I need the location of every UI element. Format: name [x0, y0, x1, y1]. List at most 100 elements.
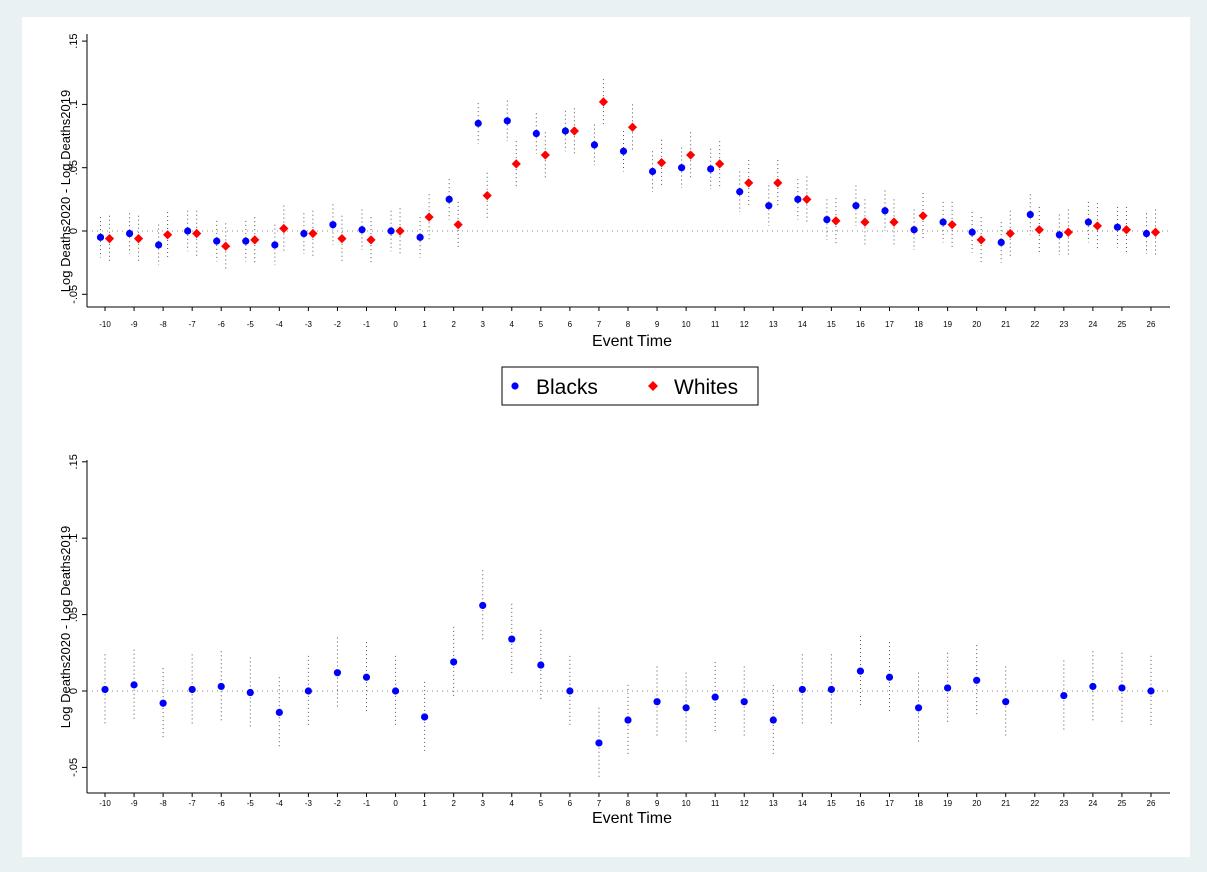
data-point-blacks-top: [358, 226, 366, 234]
x-tick-label-top: 24: [1088, 320, 1097, 329]
x-axis-title-top: Event Time: [592, 333, 672, 350]
x-tick-label-top: 7: [597, 320, 602, 329]
panel-bottom: Log Deaths2020 - Log Deaths2019 Event Ti…: [58, 454, 1170, 827]
x-tick-label-bottom: -3: [305, 799, 313, 808]
x-tick-label-bottom: 24: [1088, 799, 1097, 808]
x-tick-label-bottom: -7: [189, 799, 197, 808]
data-point-blacks-bottom: [188, 685, 196, 694]
x-tick-label-top: 9: [655, 320, 660, 329]
data-point-whites-top: [424, 212, 434, 222]
data-point-blacks-bottom: [246, 688, 254, 697]
x-tick-label-bottom: 14: [798, 799, 807, 808]
data-point-blacks-bottom: [711, 693, 719, 701]
data-point-blacks-top: [213, 237, 221, 245]
x-tick-label-top: -2: [334, 320, 342, 329]
x-tick-label-bottom: 3: [480, 799, 485, 808]
x-tick-label-top: 15: [827, 320, 836, 329]
x-tick-label-bottom: 9: [655, 799, 660, 808]
x-tick-label-bottom: -1: [363, 799, 371, 808]
data-point-whites-top: [163, 230, 173, 240]
x-axis-title-bottom: Event Time: [592, 810, 672, 827]
data-point-whites-top: [1092, 221, 1102, 231]
data-point-whites-top: [482, 190, 492, 201]
data-point-blacks-bottom: [624, 716, 632, 724]
data-point-whites-top: [715, 159, 725, 169]
data-point-blacks-bottom: [130, 681, 138, 689]
data-point-blacks-top: [271, 241, 279, 249]
data-point-blacks-bottom: [159, 699, 167, 707]
data-point-blacks-bottom: [885, 673, 894, 681]
x-tick-label-top: 2: [451, 320, 456, 329]
x-tick-label-bottom: 4: [510, 799, 515, 808]
data-point-blacks-top: [184, 227, 192, 235]
x-tick-label-top: -3: [305, 320, 313, 329]
x-tick-label-top: 0: [393, 320, 398, 329]
x-tick-label-bottom: 17: [885, 799, 894, 808]
x-tick-label-top: 16: [856, 320, 865, 329]
x-tick-label-bottom: 13: [769, 799, 778, 808]
x-tick-label-top: 6: [568, 320, 573, 329]
data-point-blacks-bottom: [1002, 698, 1010, 706]
data-point-whites-top: [1005, 228, 1015, 239]
x-tick-label-bottom: 6: [568, 799, 573, 808]
data-point-whites-top: [656, 158, 667, 168]
data-point-blacks-bottom: [653, 698, 661, 706]
data-point-blacks-bottom: [1147, 687, 1155, 695]
x-tick-label-bottom: -5: [247, 799, 255, 808]
x-tick-label-bottom: 20: [972, 799, 981, 808]
x-tick-label-top: 20: [972, 320, 981, 329]
data-point-whites-top: [1063, 227, 1073, 237]
data-point-blacks-bottom: [1060, 691, 1068, 700]
x-tick-label-bottom: 16: [856, 799, 865, 808]
x-tick-label-bottom: -9: [130, 799, 138, 808]
x-tick-label-top: -6: [218, 320, 226, 329]
y-tick-label-bottom: -.05: [68, 758, 80, 777]
x-tick-label-top: 17: [885, 320, 894, 329]
data-point-whites-top: [744, 178, 754, 188]
data-point-whites-top: [308, 228, 318, 239]
x-tick-label-top: 8: [626, 320, 631, 329]
x-tick-label-bottom: 7: [597, 799, 602, 808]
data-point-blacks-top: [794, 195, 802, 203]
data-point-blacks-top: [416, 233, 424, 241]
x-tick-label-top: 23: [1059, 320, 1068, 329]
data-point-blacks-top: [561, 127, 569, 135]
y-tick-label-bottom: .1: [68, 534, 80, 543]
x-tick-label-top: 25: [1117, 320, 1126, 329]
data-point-whites-top: [366, 235, 376, 245]
data-point-blacks-bottom: [421, 713, 429, 721]
x-tick-label-top: 10: [682, 320, 691, 329]
data-point-whites-top: [569, 126, 579, 136]
y-tick-label-bottom: .15: [68, 454, 80, 469]
figure-svg: Log Deaths2020 - Log Deaths2019 Event Ti…: [58, 33, 1170, 827]
data-point-blacks-top: [1113, 223, 1122, 231]
x-tick-label-top: 22: [1030, 320, 1039, 329]
data-point-whites-top: [279, 223, 289, 234]
x-tick-label-bottom: 0: [393, 799, 398, 808]
legend-whites-marker: [648, 381, 658, 391]
data-point-blacks-bottom: [537, 661, 545, 669]
data-point-whites-top: [860, 217, 870, 227]
x-tick-label-top: 5: [539, 320, 544, 329]
data-point-whites-top: [221, 241, 231, 251]
data-point-blacks-bottom: [856, 667, 865, 675]
data-point-blacks-bottom: [682, 704, 690, 712]
figure-canvas: Log Deaths2020 - Log Deaths2019 Event Ti…: [22, 17, 1190, 857]
data-point-blacks-top: [997, 238, 1005, 246]
data-point-blacks-bottom: [973, 676, 981, 684]
x-tick-label-bottom: -4: [276, 799, 284, 808]
data-point-blacks-bottom: [1089, 682, 1097, 691]
data-point-blacks-bottom: [479, 601, 487, 610]
data-point-blacks-top: [1026, 210, 1034, 219]
data-point-blacks-bottom: [101, 685, 109, 694]
x-tick-label-top: -5: [247, 320, 255, 329]
data-point-blacks-top: [648, 167, 657, 176]
data-point-blacks-top: [387, 227, 395, 235]
x-tick-label-top: 1: [422, 320, 427, 329]
x-tick-label-top: 14: [798, 320, 807, 329]
x-tick-label-top: 4: [510, 320, 515, 329]
y-axis-title-top: Log Deaths2020 - Log Deaths2019: [58, 90, 73, 292]
x-tick-label-bottom: 15: [827, 799, 836, 808]
data-point-blacks-bottom: [450, 658, 458, 666]
x-tick-label-bottom: 25: [1117, 799, 1126, 808]
